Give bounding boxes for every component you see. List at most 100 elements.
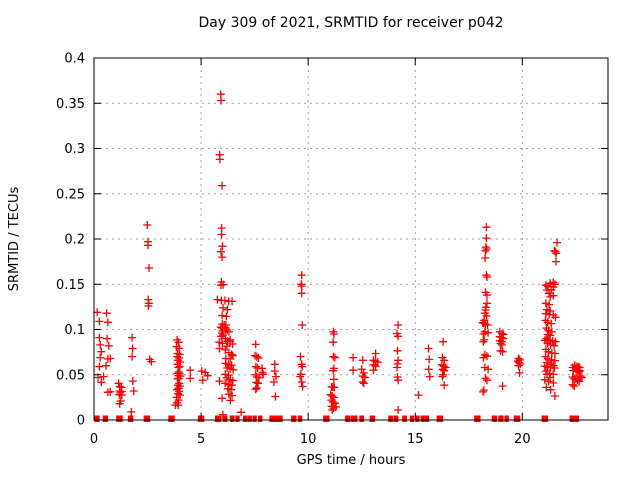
data-point-marker — [96, 353, 105, 362]
data-point-marker — [483, 291, 491, 300]
data-point-marker — [550, 356, 559, 365]
baseline-cluster-marker — [345, 415, 351, 422]
x-tick-label: 15 — [407, 432, 424, 447]
data-point-marker — [258, 368, 267, 377]
data-point-marker — [482, 223, 491, 232]
data-point-marker — [271, 392, 280, 401]
data-point-marker — [217, 230, 226, 239]
data-point-marker — [251, 362, 260, 371]
tick-labels: 0 0.05 0.1 0.15 0.2 0.25 0.3 0.35 0.4 0 5 10 15 20 — [56, 52, 531, 448]
data-point-marker — [218, 339, 227, 348]
data-point-marker — [298, 321, 307, 329]
data-point-marker — [329, 330, 338, 338]
baseline-cluster-marker — [258, 415, 263, 422]
y-tick-label: 0.35 — [56, 97, 85, 112]
data-point-marker — [546, 373, 555, 382]
data-point-marker — [218, 311, 227, 320]
data-point-marker — [360, 373, 369, 382]
baseline-cluster-marker — [409, 415, 415, 422]
baseline-cluster-marker — [393, 415, 399, 422]
data-point-marker — [297, 378, 306, 386]
baseline-cluster-marker — [541, 415, 549, 422]
data-point-marker — [217, 247, 225, 256]
data-point-marker — [479, 386, 488, 395]
data-point-marker — [414, 391, 423, 400]
x-tick-label: 10 — [300, 432, 317, 447]
data-point-marker — [217, 332, 226, 341]
data-point-marker — [544, 347, 553, 356]
data-point-marker — [483, 299, 491, 308]
data-point-marker — [251, 340, 260, 349]
data-point-marker — [482, 311, 491, 320]
data-point-marker — [270, 367, 279, 376]
data-point-marker — [223, 326, 232, 334]
x-tick-label: 20 — [514, 432, 531, 447]
data-point-marker — [358, 378, 367, 386]
data-point-marker — [549, 378, 558, 387]
baseline-cluster-marker — [388, 415, 393, 422]
data-point-marker — [330, 353, 339, 362]
data-point-marker — [481, 254, 490, 262]
data-point-marker — [550, 341, 558, 350]
data-point-marker — [498, 382, 507, 391]
data-point-marker — [144, 302, 153, 310]
data-point-marker — [496, 339, 505, 348]
data-point-marker — [546, 340, 555, 349]
data-point-marker — [296, 352, 305, 361]
data-point-marker — [218, 410, 227, 419]
data-point-marker — [393, 346, 402, 355]
data-point-marker — [222, 312, 231, 321]
data-point-marker — [546, 306, 555, 315]
y-axis-label: SRMTID / TECUs — [7, 187, 22, 292]
data-point-marker — [479, 319, 488, 328]
data-point-marker — [373, 358, 382, 367]
data-point-marker — [175, 362, 184, 371]
y-tick-label: 0.4 — [64, 52, 85, 67]
data-point-marker — [546, 292, 555, 301]
data-point-marker — [484, 365, 493, 374]
data-point-marker — [479, 330, 488, 338]
data-point-marker — [544, 377, 553, 386]
x-axis-label: GPS time / hours — [297, 453, 406, 468]
data-point-marker — [223, 305, 232, 314]
data-point-marker — [297, 289, 306, 298]
data-point-marker — [215, 155, 224, 164]
data-point-marker — [198, 376, 207, 385]
data-point-marker — [226, 354, 235, 363]
data-point-marker — [498, 347, 507, 356]
data-point-marker — [222, 342, 231, 351]
data-point-marker — [106, 354, 115, 363]
data-points — [93, 90, 586, 419]
baseline-cluster-marker — [94, 415, 100, 422]
data-point-marker — [576, 372, 585, 381]
data-point-marker — [439, 337, 448, 346]
data-point-marker — [227, 350, 236, 359]
data-point-marker — [270, 360, 279, 369]
data-point-marker — [543, 318, 552, 327]
data-point-marker — [272, 372, 280, 381]
baseline-cluster-marker — [235, 415, 240, 422]
data-point-marker — [394, 406, 403, 414]
data-point-marker — [254, 354, 263, 362]
data-point-marker — [117, 391, 126, 400]
baseline-cluster-marker — [498, 415, 504, 422]
data-point-marker — [128, 333, 137, 342]
baseline-cluster-marker — [143, 415, 151, 422]
data-point-marker — [329, 366, 338, 375]
data-point-marker — [229, 365, 238, 374]
baseline-cluster-marker — [168, 415, 175, 422]
baseline-cluster-marker — [491, 415, 498, 422]
data-point-marker — [550, 349, 559, 358]
y-tick-label: 0.2 — [64, 233, 85, 248]
data-point-marker — [481, 246, 490, 255]
data-point-marker — [568, 373, 577, 381]
data-point-marker — [547, 327, 556, 336]
data-point-marker — [425, 355, 434, 364]
data-point-marker — [479, 337, 488, 346]
baseline-cluster-marker — [269, 415, 283, 422]
data-point-marker — [394, 376, 403, 385]
baseline-cluster-marker — [359, 415, 365, 422]
baseline-cluster-marker — [291, 415, 297, 422]
y-tick-label: 0.1 — [64, 323, 85, 338]
